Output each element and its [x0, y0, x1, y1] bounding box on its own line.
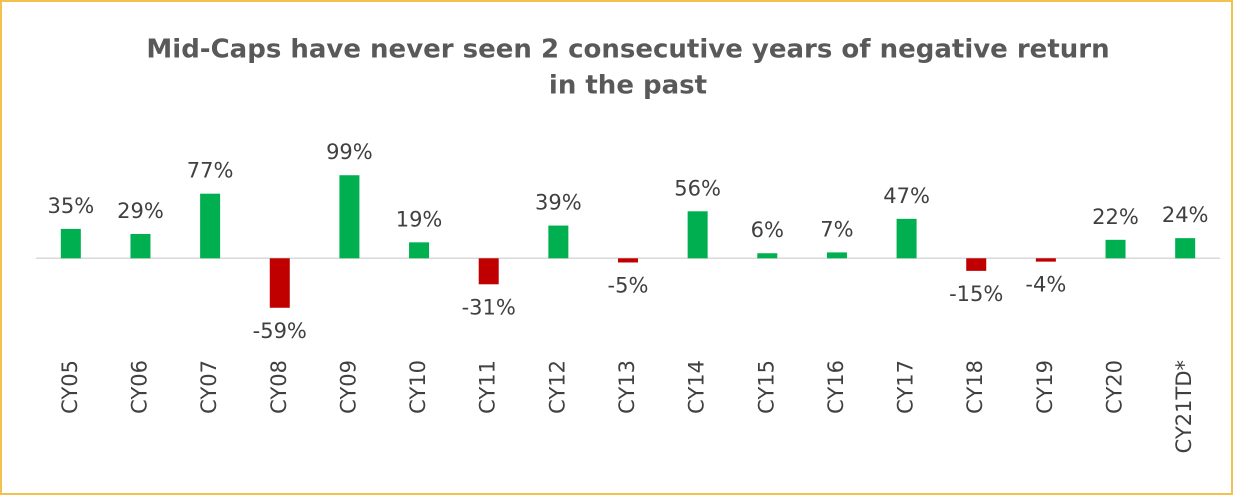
x-tick-label: CY08 [267, 360, 291, 414]
bar [130, 233, 151, 259]
data-label: 99% [326, 140, 373, 164]
chart-title: Mid-Caps have never seen 2 consecutive y… [146, 35, 1109, 65]
chart-subtitle: in the past [549, 71, 707, 101]
bar [478, 258, 499, 285]
x-tick-label: CY15 [754, 360, 778, 414]
x-tick-label: CY05 [58, 360, 82, 414]
bar [269, 258, 290, 308]
bar [896, 218, 917, 259]
x-tick-label: CY12 [545, 360, 569, 414]
bar [687, 211, 708, 259]
bar [339, 175, 360, 259]
bar [1105, 239, 1126, 259]
x-tick-label: CY11 [476, 360, 500, 414]
x-tick-label: CY13 [615, 360, 639, 414]
bar [618, 258, 638, 263]
bar [60, 228, 81, 259]
x-tick-label: CY09 [336, 360, 360, 414]
data-label: 6% [751, 218, 784, 242]
data-label: -15% [949, 282, 1003, 306]
x-tick-label: CY20 [1103, 360, 1127, 414]
x-tick-label: CY19 [1033, 360, 1057, 414]
x-tick-label: CY14 [685, 360, 709, 414]
bar [548, 225, 569, 259]
data-label: -4% [1025, 273, 1066, 297]
x-tick-label: CY06 [127, 360, 151, 414]
x-tick-label: CY18 [963, 360, 987, 414]
data-label: -5% [608, 273, 649, 297]
data-label: 39% [535, 191, 582, 215]
bar [1035, 258, 1056, 262]
data-label: 77% [187, 159, 234, 183]
x-tick-label: CY16 [824, 360, 848, 414]
data-label: 22% [1092, 205, 1139, 229]
data-label: 7% [820, 217, 853, 241]
x-tick-label: CY10 [406, 360, 430, 414]
x-tick-label: CY17 [894, 360, 918, 414]
bar [757, 253, 778, 259]
x-tick-label: CY07 [197, 360, 221, 414]
bar [1175, 238, 1196, 259]
bar [966, 258, 987, 271]
bar [200, 193, 221, 259]
data-label: 19% [396, 207, 443, 231]
bar [826, 252, 847, 259]
data-label: -59% [253, 319, 307, 343]
data-label: 47% [883, 184, 930, 208]
data-label: -31% [462, 295, 516, 319]
data-label: 29% [117, 199, 164, 223]
bar [409, 242, 430, 259]
data-label: 56% [674, 176, 721, 200]
data-label: 35% [47, 194, 94, 218]
x-tick-label: CY21TD* [1172, 360, 1196, 453]
data-label: 24% [1162, 203, 1209, 227]
